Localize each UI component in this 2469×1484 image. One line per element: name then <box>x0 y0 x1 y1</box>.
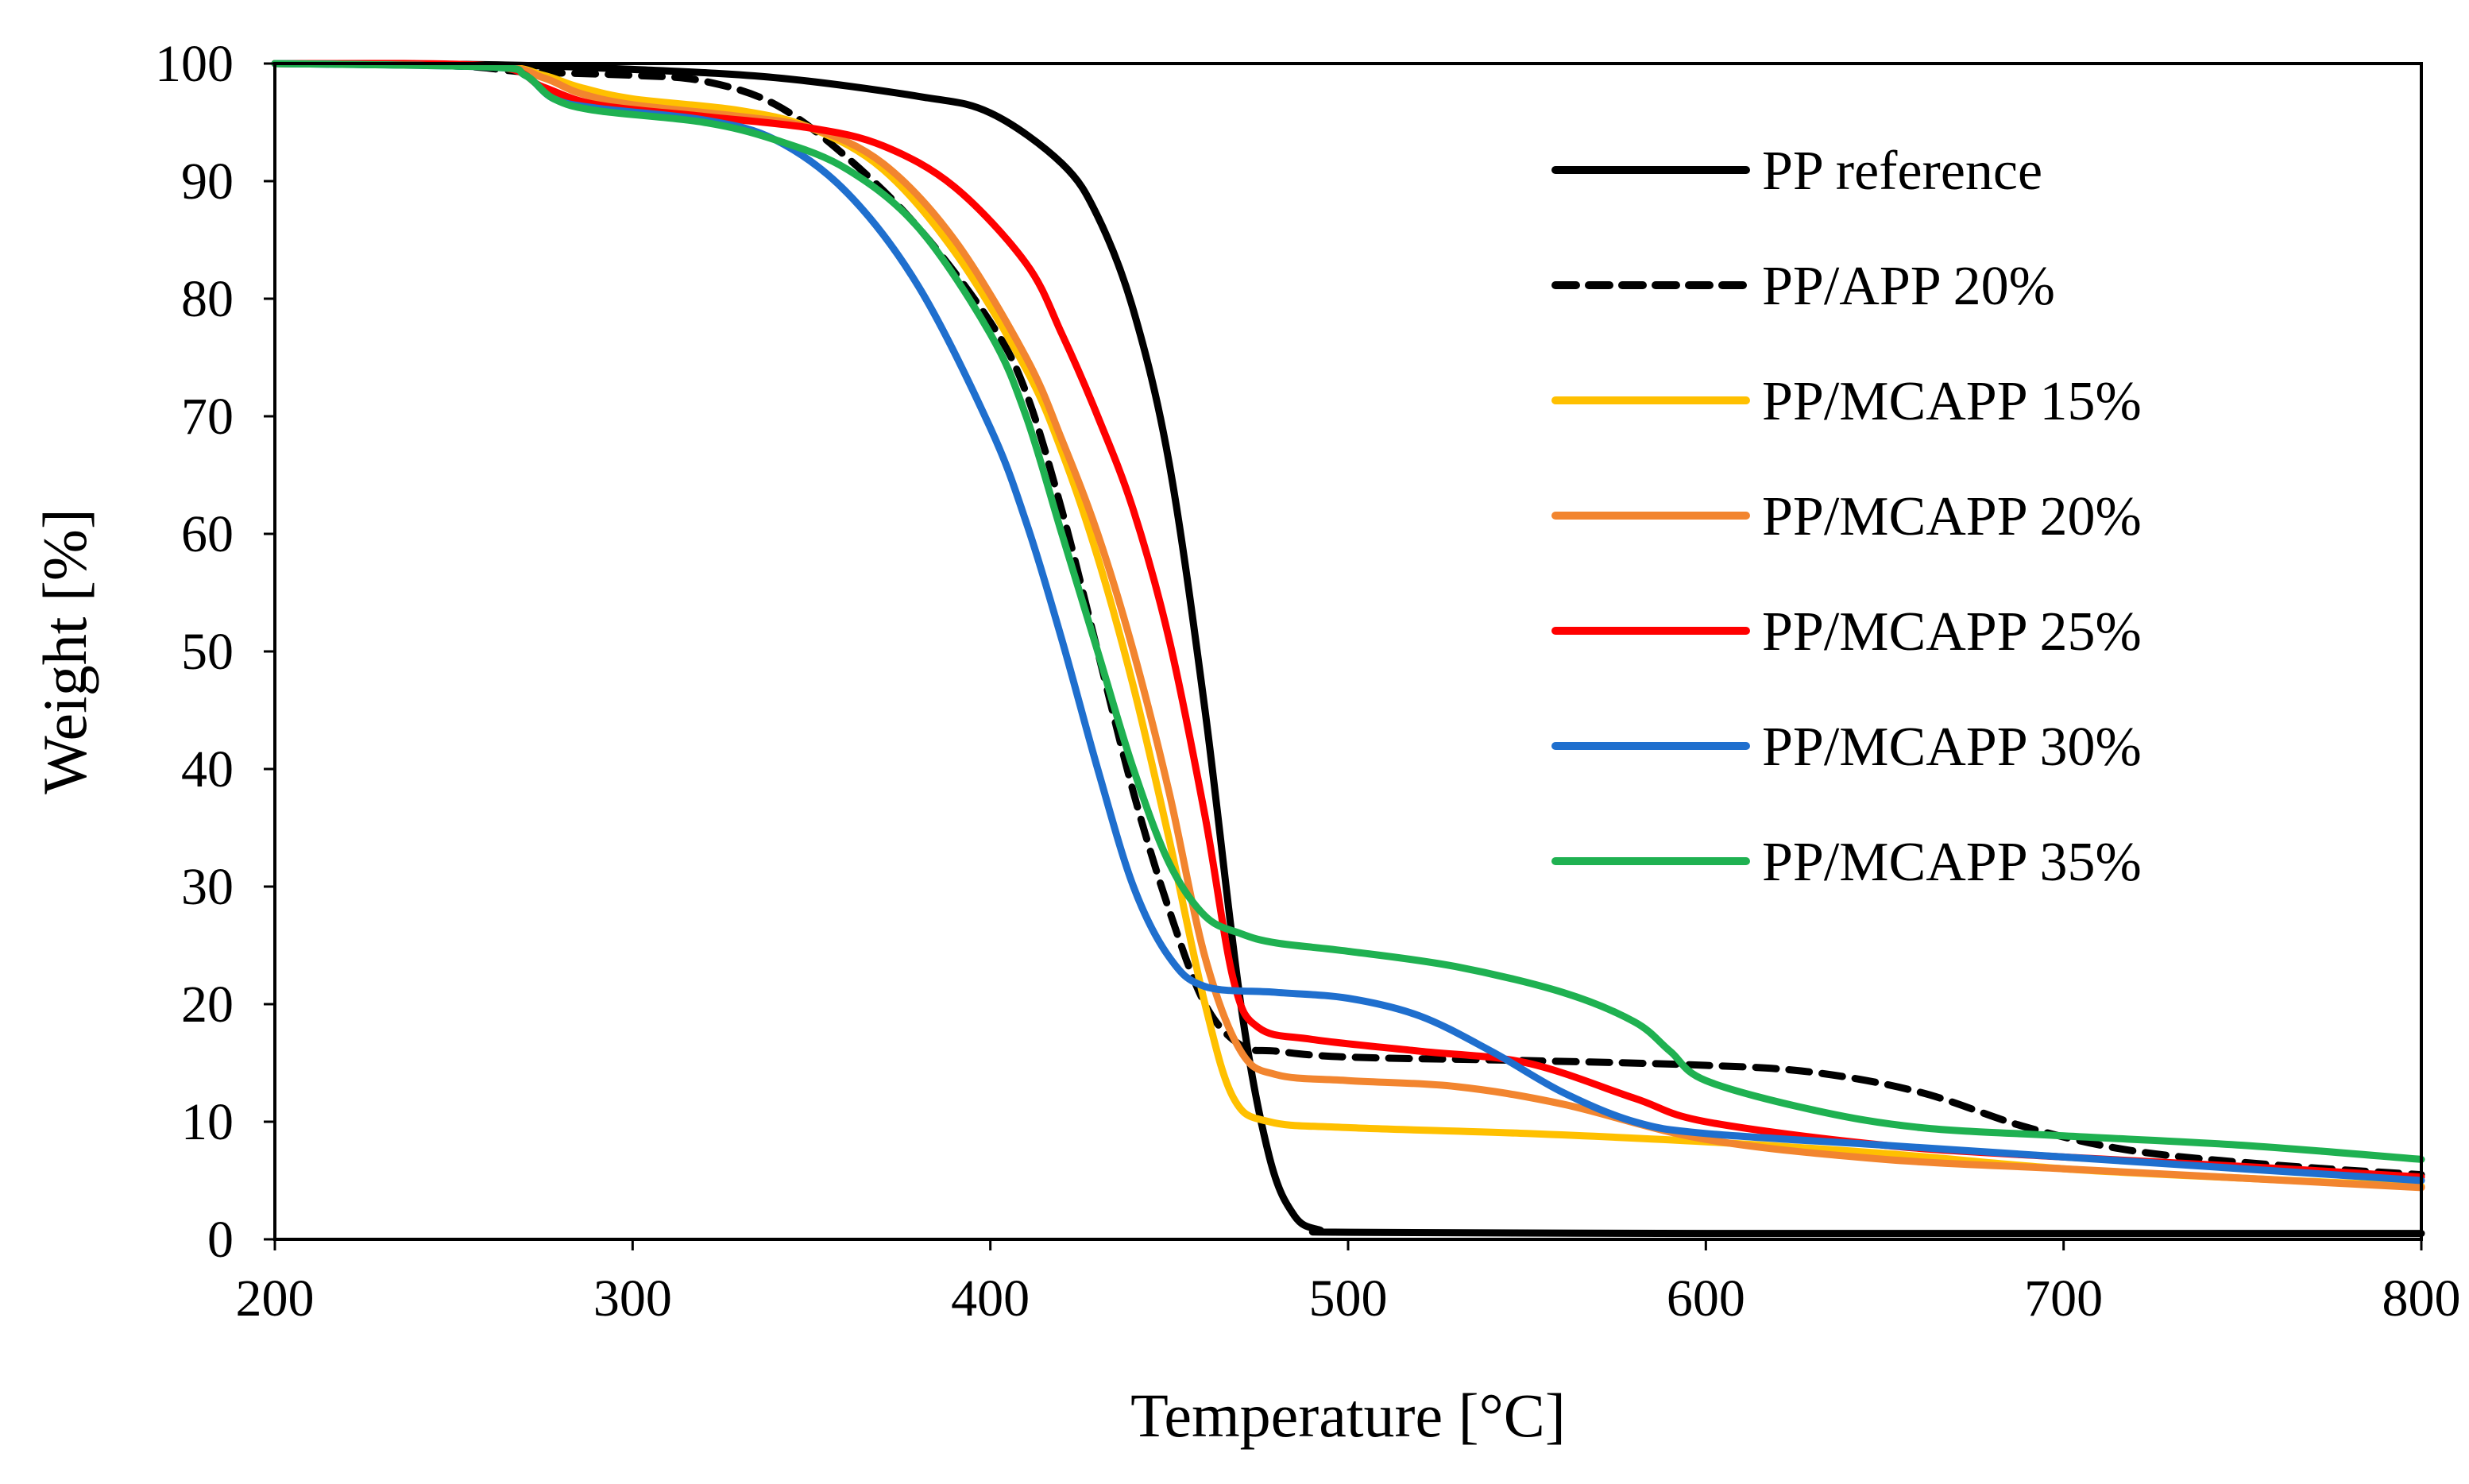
x-tick-label: 300 <box>593 1270 672 1327</box>
legend-label-pp-mcapp-30: PP/MCAPP 30% <box>1762 717 2142 778</box>
y-tick-label: 50 <box>181 623 234 681</box>
y-axis-title: Weight [%] <box>30 508 99 794</box>
y-tick-label: 60 <box>181 505 234 563</box>
y-tick-label: 40 <box>181 740 234 798</box>
series-line-pp-mcapp-15 <box>271 60 2425 1190</box>
x-axis-title: Temperature [°C] <box>1130 1381 1566 1450</box>
x-axis-ticks: 200 300 400 500 600 700 800 <box>236 1239 2461 1327</box>
y-tick-label: 90 <box>181 153 234 211</box>
legend-label-pp-app-20: PP/APP 20% <box>1762 256 2055 317</box>
legend-label-pp-mcapp-20: PP/MCAPP 20% <box>1762 486 2142 547</box>
x-tick-label: 800 <box>2382 1270 2461 1327</box>
y-tick-label: 10 <box>181 1093 234 1151</box>
y-axis-ticks: 0 10 20 30 40 50 60 70 80 90 100 <box>155 35 275 1269</box>
y-tick-label: 100 <box>155 35 234 93</box>
y-tick-label: 30 <box>181 858 234 916</box>
y-tick-label: 70 <box>181 388 234 446</box>
x-tick-label: 400 <box>951 1270 1030 1327</box>
legend-label-pp-mcapp-25: PP/MCAPP 25% <box>1762 601 2142 663</box>
series-line-pp-mcapp-20 <box>271 60 2425 1192</box>
y-tick-label: 80 <box>181 270 234 328</box>
series-line-pp-reference <box>271 60 2425 1238</box>
x-tick-label: 600 <box>1667 1270 1745 1327</box>
x-tick-label: 700 <box>2024 1270 2103 1327</box>
legend: PP reference PP/APP 20% PP/MCAPP 15% PP/MCA… <box>1551 141 2142 893</box>
legend-label-pp-reference: PP reference <box>1762 141 2042 202</box>
x-tick-label: 500 <box>1309 1270 1388 1327</box>
x-tick-label: 200 <box>236 1270 315 1327</box>
series-line-pp-mcapp-35 <box>271 60 2425 1163</box>
y-tick-label: 20 <box>181 976 234 1034</box>
series-layer <box>271 60 2425 1238</box>
y-tick-label: 0 <box>207 1211 234 1269</box>
legend-label-pp-mcapp-35: PP/MCAPP 35% <box>1762 832 2142 893</box>
legend-label-pp-mcapp-15: PP/MCAPP 15% <box>1762 371 2142 432</box>
series-line-pp-app-20 <box>271 60 2425 1179</box>
